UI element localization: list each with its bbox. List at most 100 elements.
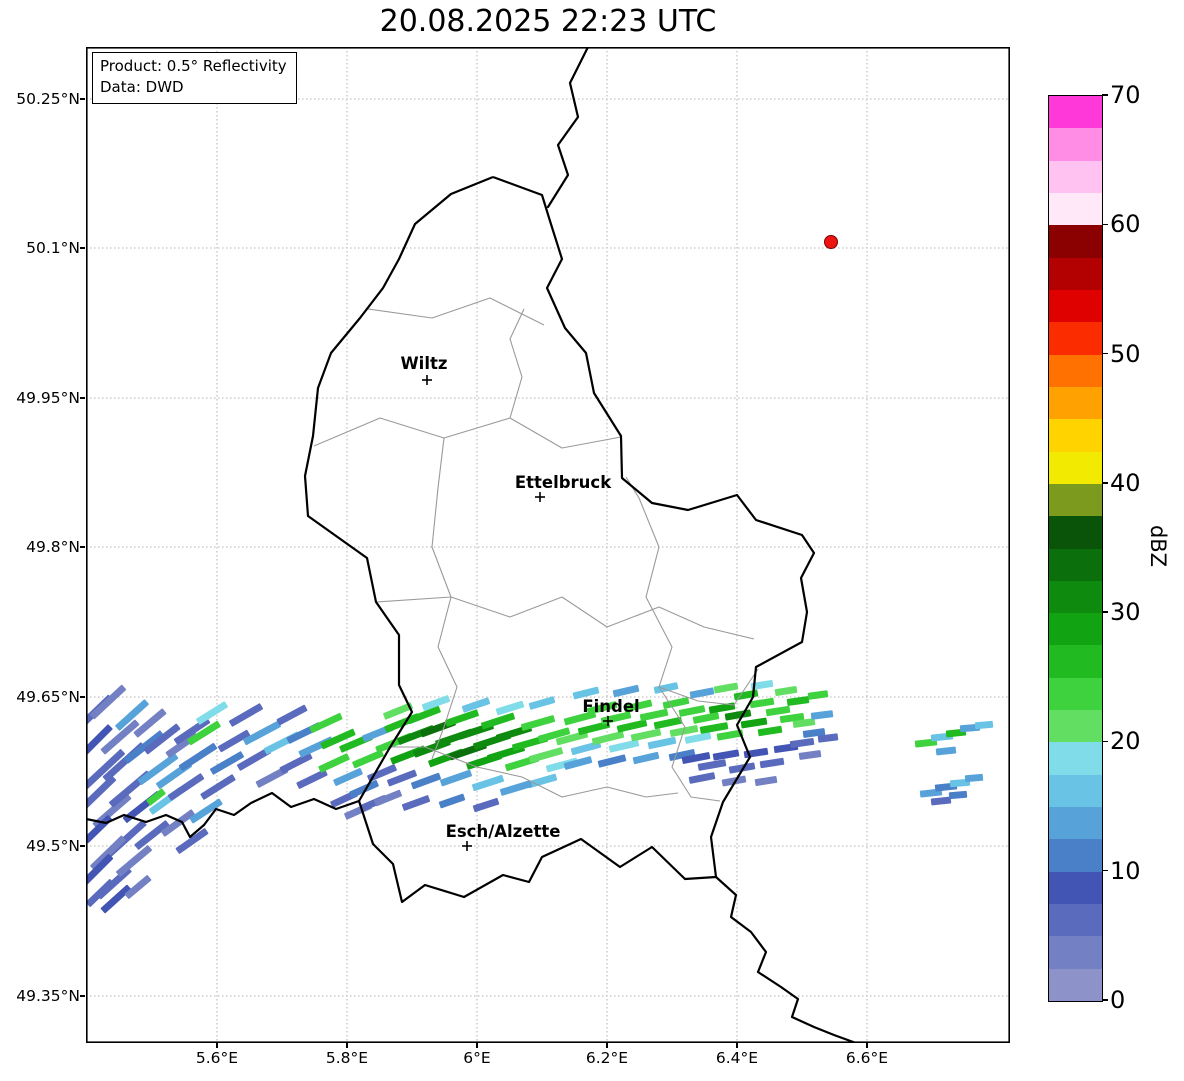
colorbar-segment	[1049, 418, 1102, 452]
radar-echo	[692, 712, 720, 724]
radar-echo	[639, 708, 669, 722]
colorbar-segment	[1049, 838, 1102, 872]
radar-echo	[401, 795, 431, 811]
radar-echo	[410, 772, 442, 790]
radar-echo	[616, 719, 648, 733]
colorbar-segment	[1049, 386, 1102, 420]
y-tick-label: 50.25°N	[16, 90, 80, 108]
axis-tick	[346, 1043, 348, 1048]
product-info-line2: Data: DWD	[100, 78, 184, 96]
colorbar-tick-label: 20	[1110, 727, 1141, 756]
axis-tick	[736, 1043, 738, 1048]
radar-echo	[318, 753, 350, 773]
radar-echo	[309, 712, 343, 734]
colorbar	[1048, 95, 1103, 1002]
y-tick-label: 49.5°N	[26, 837, 80, 855]
radar-echo	[143, 723, 181, 755]
colorbar-segment	[1049, 257, 1102, 290]
y-tick-label: 49.35°N	[16, 987, 80, 1005]
radar-echo	[349, 780, 379, 798]
radar-echo	[688, 772, 716, 784]
radar-echo	[461, 697, 491, 713]
radar-echo	[728, 762, 756, 774]
radar-echo	[86, 724, 113, 770]
radar-echo	[716, 729, 744, 741]
inner-border	[389, 746, 679, 798]
colorbar-segment	[1049, 871, 1102, 905]
radar-echo	[792, 718, 816, 728]
axis-tick	[606, 1043, 608, 1048]
radar-echo	[86, 879, 115, 907]
radar-echo	[243, 720, 281, 746]
radar-echo	[100, 884, 132, 914]
radar-echo	[367, 764, 397, 782]
radar-echo	[160, 809, 196, 837]
radar-echo	[445, 709, 479, 727]
radar-echo	[116, 845, 152, 877]
radar-echo	[974, 720, 994, 730]
radar-echo	[733, 689, 759, 701]
inner-border	[625, 476, 721, 802]
axis-tick	[80, 397, 85, 399]
inner-border	[431, 437, 458, 760]
inner-border	[375, 596, 755, 640]
radar-echo	[765, 705, 791, 717]
radar-echo	[537, 727, 571, 743]
radar-echo	[438, 793, 466, 809]
radar-echo	[100, 719, 140, 755]
radar-echo	[92, 793, 132, 829]
y-tick-label: 49.8°N	[26, 538, 80, 556]
radar-echo	[374, 789, 402, 807]
radar-echo	[774, 685, 798, 697]
radar-echo	[520, 715, 556, 731]
radar-echo	[949, 778, 971, 788]
radar-echo	[653, 682, 679, 694]
radar-echo	[545, 757, 579, 773]
radar-echo	[807, 690, 829, 700]
radar-echo	[721, 775, 747, 787]
radar-echo	[255, 766, 289, 788]
axis-tick	[80, 98, 85, 100]
radar-echo	[759, 757, 785, 769]
radar-echo	[786, 696, 810, 706]
radar-echo	[276, 704, 308, 726]
radar-echo	[167, 773, 205, 801]
radar-echo	[930, 796, 952, 806]
inner-border	[658, 668, 759, 706]
city-label: Ettelbruck	[515, 473, 612, 492]
radar-echo	[89, 684, 127, 720]
city-label: Esch/Alzette	[446, 822, 561, 841]
axis-tick	[80, 995, 85, 997]
radar-echo	[279, 752, 313, 774]
y-tick-label: 49.95°N	[16, 389, 80, 407]
colorbar-tick-label: 40	[1110, 468, 1141, 497]
axis-tick	[80, 247, 85, 249]
axis-tick	[80, 546, 85, 548]
colorbar-segment	[1049, 483, 1102, 517]
figure-title: 20.08.2025 22:23 UTC	[379, 4, 717, 39]
colorbar-tick	[1102, 999, 1108, 1001]
radar-echo	[754, 775, 778, 787]
radar-echo	[563, 710, 597, 726]
radar-echo	[296, 769, 328, 789]
colorbar-segment	[1049, 580, 1102, 614]
colorbar-segment	[1049, 741, 1102, 775]
colorbar-segment	[1049, 160, 1102, 193]
radar-echo	[137, 753, 179, 785]
colorbar-segment	[1049, 645, 1102, 678]
city-label: Wiltz	[400, 354, 447, 373]
y-tick-label: 50.1°N	[26, 239, 80, 257]
radar-echo	[173, 717, 211, 745]
colorbar-tick	[1102, 352, 1108, 355]
colorbar-tick	[1102, 740, 1108, 743]
axis-tick	[80, 845, 85, 847]
axis-tick	[866, 1043, 868, 1048]
radar-echo	[90, 835, 126, 871]
colorbar-segment	[1049, 224, 1102, 258]
radar-echo	[146, 788, 166, 806]
radar-echo	[229, 703, 263, 727]
radar-echo	[597, 754, 627, 768]
radar-echo	[653, 716, 683, 730]
radar-echo	[789, 737, 815, 749]
radar-echo	[572, 686, 600, 700]
